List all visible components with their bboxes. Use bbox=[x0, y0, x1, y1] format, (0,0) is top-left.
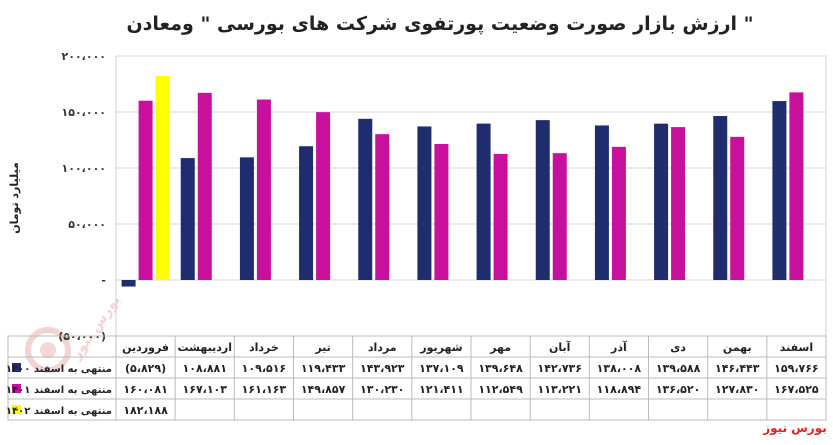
category-label: بهمن bbox=[723, 341, 752, 354]
bar bbox=[197, 92, 212, 281]
category-label: اردیبهشت bbox=[178, 341, 232, 354]
bar bbox=[493, 153, 508, 280]
bar bbox=[121, 280, 136, 287]
grid bbox=[115, 55, 827, 337]
data-label: (۵،۸۲۹) bbox=[125, 362, 166, 375]
data-label: ۱۰۹،۵۱۶ bbox=[242, 362, 286, 375]
bar bbox=[239, 157, 254, 280]
category-label: دی bbox=[670, 341, 686, 354]
data-label: ۱۶۷،۵۲۵ bbox=[774, 383, 819, 396]
data-label: ۱۲۷،۸۳۰ bbox=[715, 383, 759, 396]
data-label: ۱۱۸،۸۹۴ bbox=[597, 383, 642, 396]
y-tick-label: ۵۰،۰۰۰ bbox=[68, 218, 106, 231]
bar bbox=[434, 144, 449, 280]
data-label: ۱۳۹،۶۴۸ bbox=[478, 362, 523, 375]
data-label: ۱۴۶،۴۴۳ bbox=[715, 362, 760, 375]
data-label: ۱۳۷،۱۰۹ bbox=[419, 362, 464, 375]
category-label: شهریور bbox=[419, 341, 462, 354]
bar bbox=[375, 134, 390, 280]
y-tick-label: - bbox=[101, 274, 106, 287]
legend-swatch bbox=[12, 363, 21, 372]
data-label: ۱۴۹،۸۵۷ bbox=[301, 383, 346, 396]
data-label: ۱۶۷،۱۰۳ bbox=[183, 383, 228, 396]
legend-swatch bbox=[12, 405, 21, 414]
data-label: ۱۶۰،۰۸۱ bbox=[123, 383, 167, 396]
data-label: ۱۳۸،۰۰۸ bbox=[597, 362, 642, 375]
legend-label: منتهی به اسفند ۱۴۰۰ bbox=[6, 364, 112, 375]
category-label: مهر bbox=[489, 341, 511, 354]
data-label: ۱۴۲،۷۳۶ bbox=[538, 362, 582, 375]
bar bbox=[180, 158, 195, 280]
bar bbox=[611, 146, 626, 280]
data-label: ۱۱۲،۵۴۹ bbox=[478, 383, 523, 396]
y-tick-label: ۱۵۰،۰۰۰ bbox=[62, 106, 106, 119]
data-label: ۱۶۱،۱۶۳ bbox=[242, 383, 287, 396]
bar bbox=[552, 153, 567, 280]
bar bbox=[316, 112, 331, 280]
category-label: آذر bbox=[610, 340, 627, 354]
bar bbox=[713, 115, 728, 280]
data-label: ۱۳۶،۵۲۰ bbox=[656, 383, 700, 396]
bar bbox=[594, 125, 609, 281]
bar bbox=[476, 123, 491, 280]
data-label: ۱۵۹،۷۶۶ bbox=[774, 362, 818, 375]
bar bbox=[535, 120, 550, 280]
y-tick-label: ۲۰۰،۰۰۰ bbox=[62, 50, 106, 63]
bar bbox=[417, 126, 432, 280]
bar bbox=[155, 75, 170, 281]
data-label: ۱۴۳،۹۲۳ bbox=[360, 362, 405, 375]
watermark-text: بورس نیوز bbox=[68, 292, 124, 363]
bar bbox=[358, 118, 373, 280]
footer-brand: بورس نیوز bbox=[762, 421, 827, 436]
category-label: مرداد bbox=[368, 341, 397, 354]
data-label: ۱۳۰،۲۳۰ bbox=[360, 383, 404, 396]
data-label: ۱۳۹،۵۸۸ bbox=[656, 362, 701, 375]
data-label: ۱۱۳،۲۲۱ bbox=[538, 383, 582, 396]
data-table: فروردین اردیبهشت خرداد تیر مرداد شهریور مهر آبا… bbox=[6, 335, 827, 421]
legend-label: منتهی به اسفند ۱۴۰۱ bbox=[6, 385, 112, 396]
category-label: آبان bbox=[549, 340, 571, 354]
bar bbox=[789, 92, 804, 280]
bar bbox=[772, 101, 787, 281]
y-axis-label: میلیارد تومان bbox=[8, 162, 21, 234]
bar bbox=[654, 123, 669, 280]
data-label: ۱۸۲،۱۸۸ bbox=[123, 404, 168, 417]
legend-swatch bbox=[12, 384, 21, 393]
category-label: خرداد bbox=[249, 341, 279, 354]
bar bbox=[671, 127, 686, 281]
bar bbox=[138, 100, 153, 280]
bar bbox=[256, 99, 271, 280]
bars bbox=[121, 75, 804, 287]
bar bbox=[730, 136, 745, 280]
category-label: فروردین bbox=[122, 341, 169, 354]
category-label: تیر bbox=[314, 341, 330, 354]
chart-title: ارزش بازار صورت وضعیت پورتفوی شرکت های ب… bbox=[126, 13, 753, 35]
y-tick-label: ۱۰۰،۰۰۰ bbox=[62, 162, 106, 175]
data-label: ۱۲۱،۴۱۱ bbox=[419, 383, 463, 396]
watermark-ring bbox=[25, 327, 71, 373]
data-label: ۱۰۸،۸۸۱ bbox=[183, 362, 227, 375]
watermark-dot bbox=[40, 342, 56, 358]
data-label: ۱۱۹،۴۳۳ bbox=[301, 362, 346, 375]
category-label: اسفند bbox=[780, 341, 813, 354]
bar bbox=[299, 146, 314, 280]
legend-label: منتهی به اسفند ۱۴۰۲ bbox=[6, 406, 112, 417]
